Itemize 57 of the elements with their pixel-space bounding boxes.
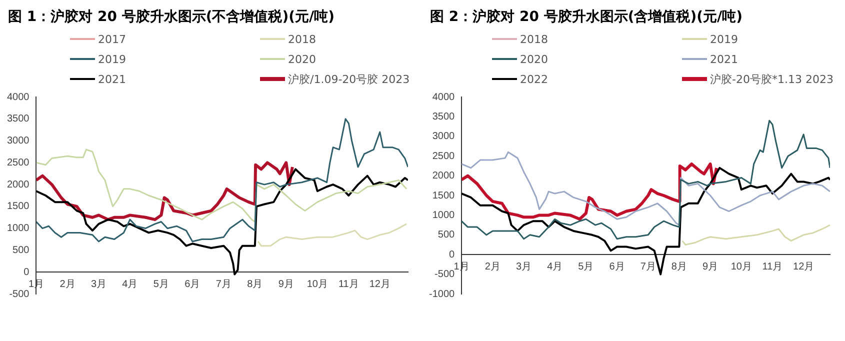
y-tick-label: 2000 <box>6 179 30 190</box>
chart-title: 图 1：沪胶对 20 号胶升水图示(不含增值税)(元/吨) <box>7 8 336 27</box>
x-tick-label: 6月 <box>184 278 200 290</box>
y-tick-label: -1000 <box>429 288 456 300</box>
x-tick-label: 11月 <box>338 278 359 290</box>
y-tick-label: 3500 <box>6 114 30 125</box>
x-tick-label: 2月 <box>484 261 500 272</box>
x-tick-label: 12月 <box>793 261 814 272</box>
legend-label: 2020 <box>288 52 316 66</box>
legend-label: 2018 <box>520 32 548 46</box>
x-tick-label: 5月 <box>153 278 169 290</box>
legend-label: 2022 <box>520 72 548 86</box>
y-tick-label: 2000 <box>432 170 456 182</box>
y-tick-label: 500 <box>438 230 456 241</box>
legend-label: 2019 <box>710 32 738 46</box>
y-tick-label: 0 <box>24 266 30 278</box>
legend-label: 2021 <box>710 52 738 66</box>
y-tick-label: 1000 <box>432 210 456 221</box>
legend-label: 2018 <box>288 32 316 46</box>
x-tick-label: 3月 <box>90 278 107 290</box>
x-tick-label: 9月 <box>702 261 718 272</box>
y-tick-label: 4000 <box>6 92 30 103</box>
y-tick-label: 500 <box>12 244 30 256</box>
x-tick-label: 11月 <box>762 261 783 272</box>
y-tick-label: 1500 <box>6 201 30 212</box>
x-tick-label: 4月 <box>547 261 563 272</box>
y-tick-label: 1500 <box>432 190 456 202</box>
x-tick-label: 8月 <box>247 278 263 290</box>
legend-label: 2021 <box>98 72 126 86</box>
y-tick-label: 4000 <box>432 92 456 103</box>
y-tick-label: 3000 <box>432 131 456 142</box>
x-tick-label: 4月 <box>122 278 138 290</box>
legend-label: 沪胶/1.09-20号胶 2023 <box>288 72 410 86</box>
legend-label: 2017 <box>98 32 126 46</box>
chart-title: 图 2：沪胶对 20 号胶升水图示(含增值税)(元/吨) <box>429 8 744 27</box>
x-tick-label: 7月 <box>216 278 232 290</box>
x-tick-label: 5月 <box>578 261 594 272</box>
y-tick-label: 0 <box>449 249 456 260</box>
y-tick-label: 3500 <box>432 111 456 122</box>
y-tick-label: 2500 <box>432 150 456 162</box>
legend-label: 2020 <box>520 52 548 66</box>
legend-label: 沪胶-20号胶*1.13 2023 <box>710 72 834 86</box>
x-tick-label: 10月 <box>306 278 328 290</box>
x-tick-label: 2月 <box>60 278 76 290</box>
y-tick-label: -500 <box>9 288 30 300</box>
x-tick-label: 9月 <box>278 278 294 290</box>
y-tick-label: 1000 <box>6 223 30 234</box>
x-tick-label: 3月 <box>516 261 532 272</box>
y-tick-label: -500 <box>434 269 456 280</box>
x-tick-label: 8月 <box>671 261 687 272</box>
x-tick-label: 6月 <box>609 261 625 272</box>
x-tick-label: 7月 <box>640 261 656 272</box>
y-tick-label: 2500 <box>6 157 30 168</box>
y-tick-label: 3000 <box>6 136 30 147</box>
x-tick-label: 12月 <box>369 278 390 290</box>
x-tick-label: 10月 <box>730 261 752 272</box>
legend-label: 2019 <box>98 52 126 66</box>
